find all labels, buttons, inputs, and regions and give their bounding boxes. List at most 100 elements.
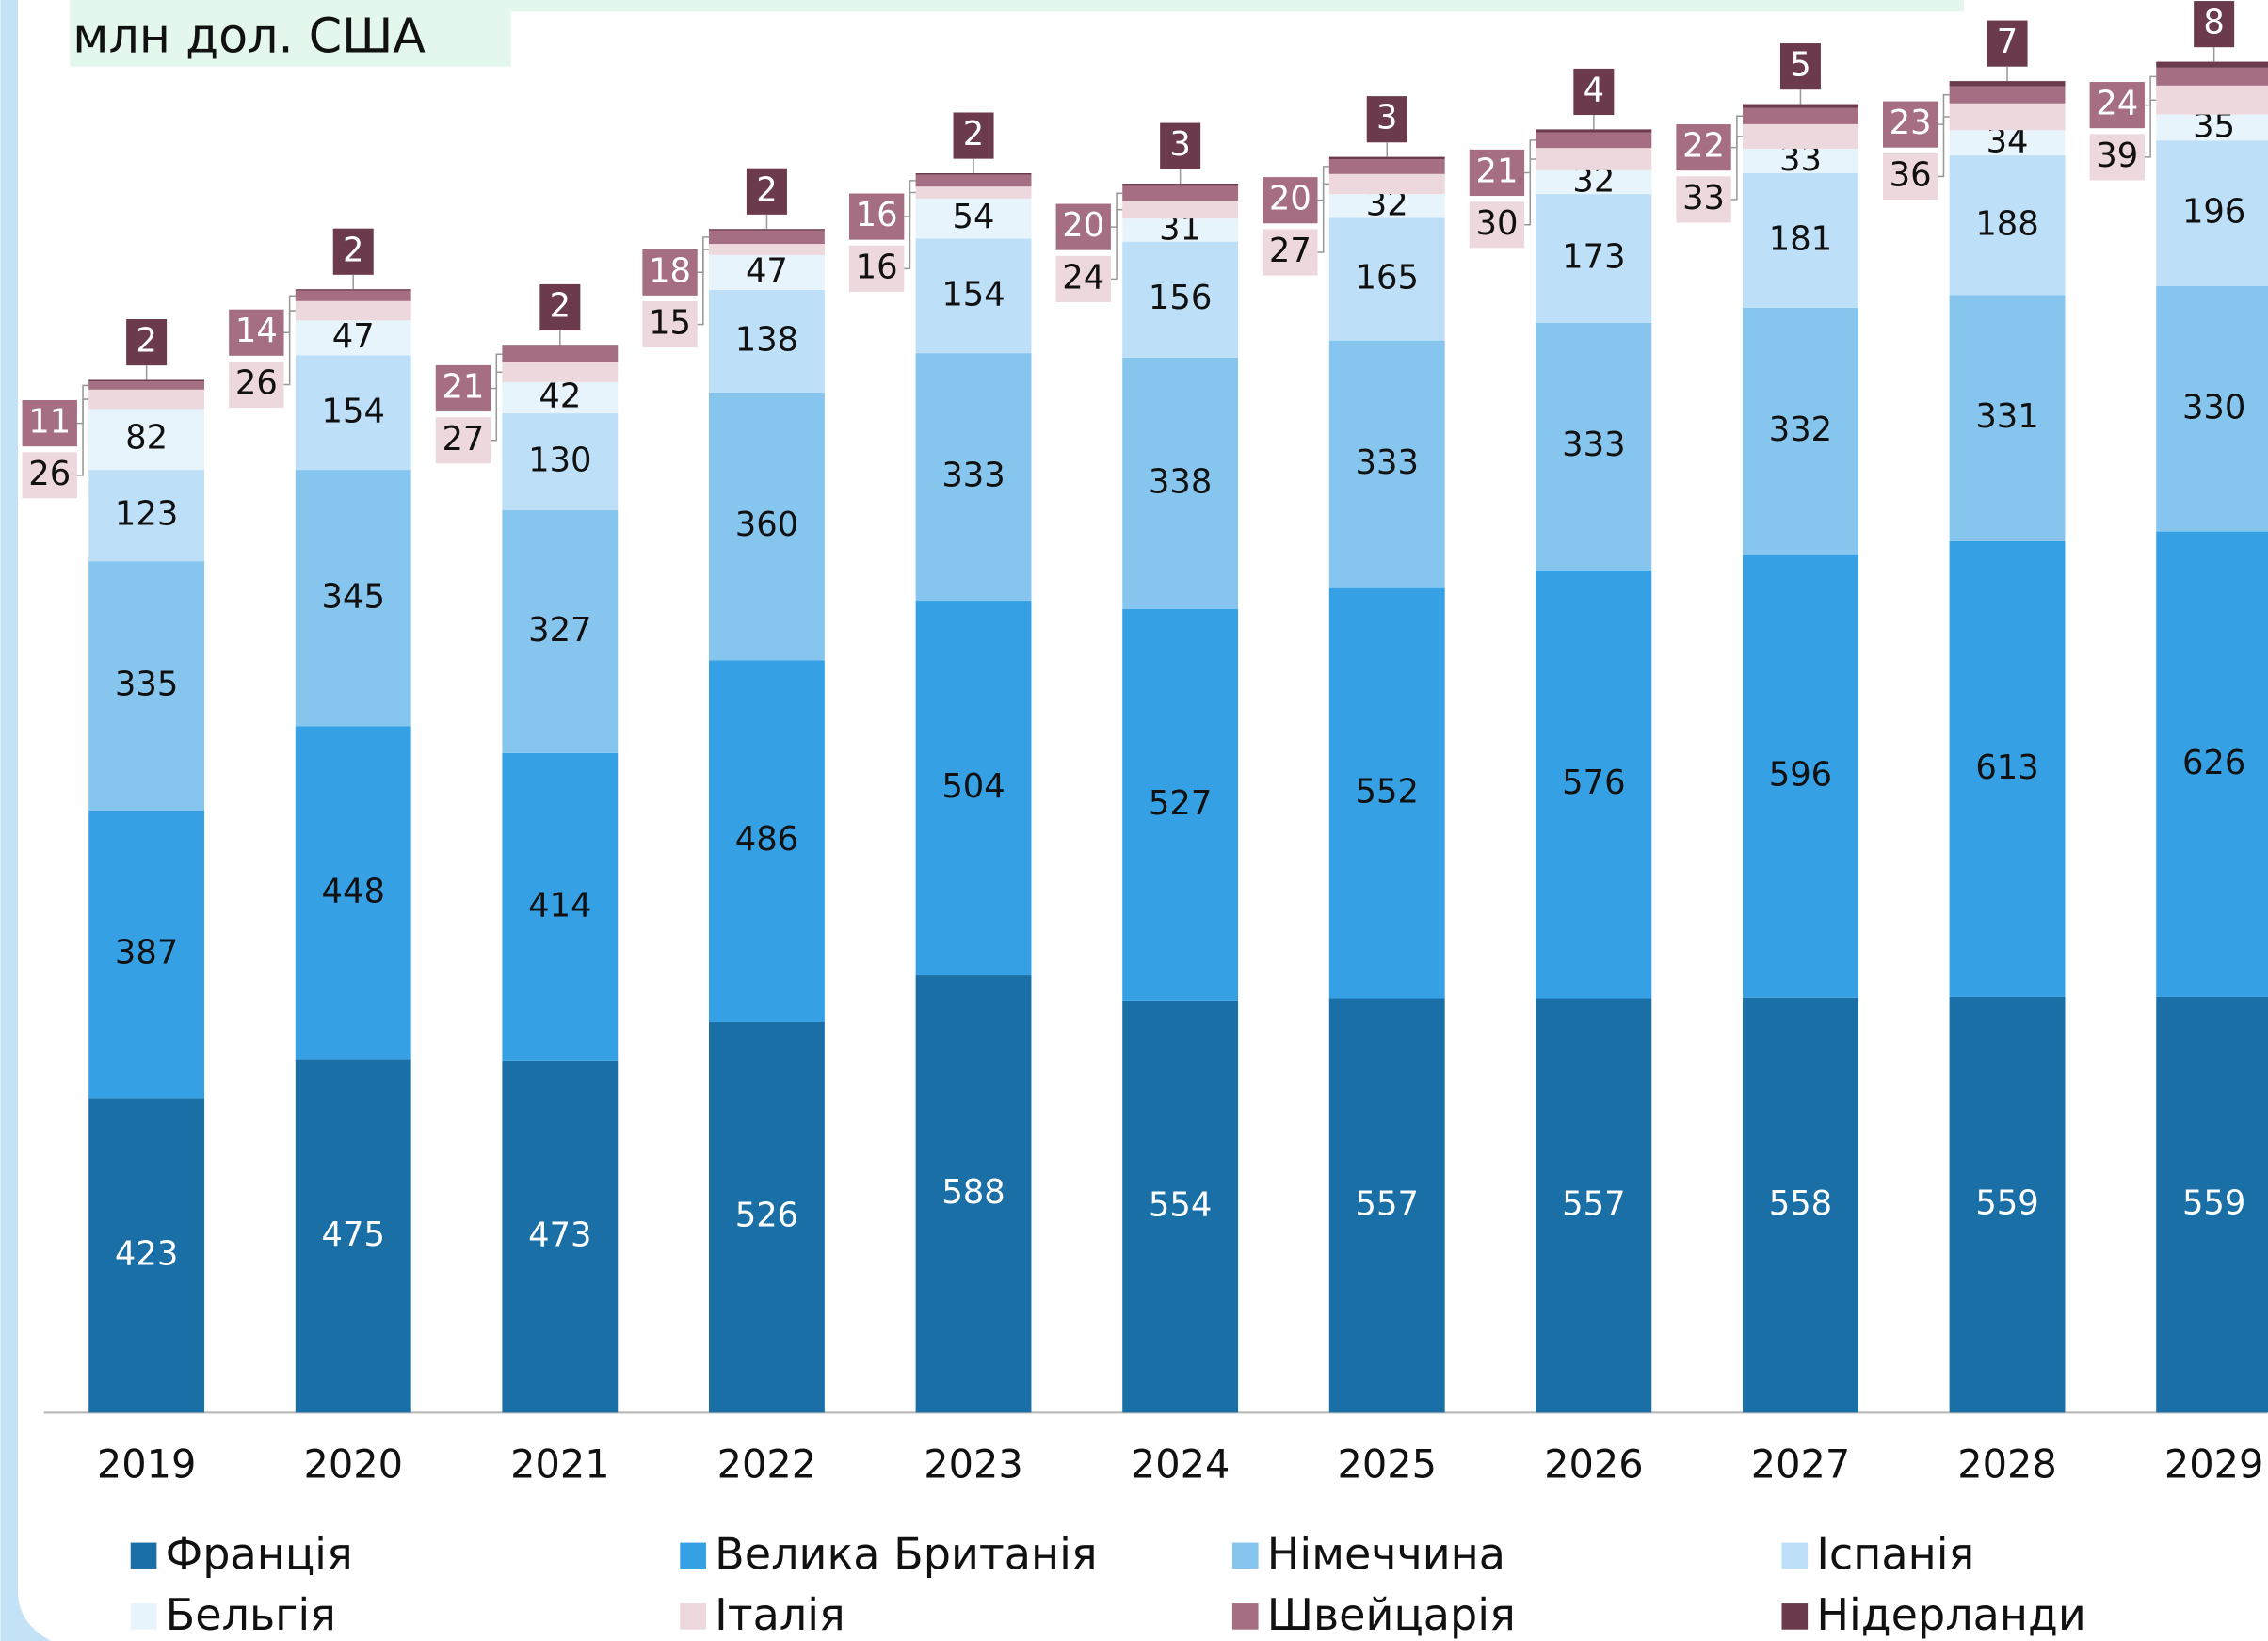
value-label: 82	[125, 419, 168, 458]
label-box	[229, 309, 284, 356]
value-label: 333	[1562, 426, 1625, 464]
value-label: 557	[1356, 1184, 1419, 1223]
label-box	[22, 400, 77, 447]
bar-segment	[709, 289, 825, 393]
bar-segment	[1743, 104, 1858, 108]
label-box	[1469, 149, 1525, 197]
value-label: 486	[735, 820, 798, 859]
value-label: 333	[941, 457, 1005, 495]
value-label: 526	[735, 1197, 798, 1235]
bar-segment	[88, 379, 205, 382]
label-box	[1055, 203, 1111, 250]
bar-segment	[1536, 148, 1652, 170]
bar-segment	[2156, 286, 2268, 532]
label-box	[953, 112, 994, 159]
bar-segment	[295, 300, 411, 321]
connector	[1524, 139, 1536, 174]
connector	[1317, 183, 1329, 253]
value-label: 2	[756, 170, 777, 209]
legend-swatch	[1231, 1603, 1259, 1630]
bar-segment	[88, 409, 205, 471]
bar-segment	[295, 290, 411, 301]
bar-segment	[1122, 608, 1239, 1001]
value-label: 21	[1475, 152, 1518, 190]
value-label: 15	[649, 304, 691, 343]
bar-segment	[1536, 129, 1652, 133]
connector	[904, 191, 916, 270]
legend-label: Франція	[166, 1528, 353, 1579]
value-label: 18	[649, 251, 691, 290]
value-label: 2	[963, 115, 984, 153]
bar-segment	[709, 230, 825, 245]
label-box	[1676, 176, 1731, 223]
bar-segment	[1328, 217, 1445, 341]
value-label: 42	[539, 377, 581, 415]
bar-segment	[2156, 67, 2268, 86]
value-label: 47	[332, 317, 375, 356]
title-highlight	[70, 0, 1964, 12]
value-label: 576	[1562, 764, 1625, 802]
bar-segment	[1536, 322, 1652, 571]
bar-segment	[709, 244, 825, 255]
value-label: 181	[1769, 219, 1832, 258]
value-label: 414	[528, 886, 591, 925]
connector	[1938, 93, 1950, 125]
label-box	[435, 417, 491, 464]
bar-segment	[915, 601, 1032, 976]
bar-segment	[2156, 996, 2268, 1413]
value-label: 559	[1975, 1184, 2038, 1223]
value-label: 559	[2182, 1184, 2245, 1223]
x-tick-label: 2025	[1337, 1442, 1437, 1488]
bar-segment	[1949, 540, 2066, 997]
bar-segment	[1743, 172, 1858, 308]
bar-segment	[1536, 194, 1652, 323]
bar-segment	[1122, 241, 1239, 358]
x-tick-label: 2022	[717, 1442, 817, 1488]
bar-segment	[1122, 185, 1239, 201]
bar-segment	[1743, 107, 1858, 124]
label-box	[1263, 229, 1318, 276]
value-label: 196	[2182, 193, 2245, 232]
value-label: 335	[115, 665, 178, 703]
value-label: 154	[322, 392, 385, 430]
bar-segment	[1743, 123, 1858, 149]
label-box	[642, 301, 698, 348]
x-tick-label: 2021	[510, 1442, 609, 1488]
bar-segment	[1328, 158, 1445, 174]
label-box	[848, 193, 905, 240]
value-label: 26	[235, 364, 278, 403]
bar-segment	[1743, 307, 1858, 555]
bar-segment	[1949, 103, 2066, 131]
value-label: 2	[136, 322, 156, 361]
value-label: 387	[115, 934, 178, 973]
value-label: 345	[322, 577, 385, 616]
bar-segment	[502, 752, 619, 1061]
value-label: 165	[1356, 259, 1419, 298]
bar-segment	[709, 254, 825, 290]
connector	[1938, 116, 1950, 178]
bar-segment	[2156, 531, 2268, 997]
value-label: 557	[1562, 1184, 1625, 1223]
legend-label: Німеччина	[1267, 1528, 1505, 1579]
chart-title: млн дол. США	[72, 8, 426, 63]
connector	[491, 353, 503, 390]
bar-segment	[1743, 555, 1858, 998]
bar-segment	[1122, 184, 1239, 186]
value-label: 22	[1682, 127, 1725, 166]
bar-segment	[295, 355, 411, 471]
legend-label: Нідерланди	[1816, 1589, 2085, 1640]
label-box	[848, 245, 905, 292]
bar-segment	[295, 320, 411, 356]
label-box	[1055, 255, 1111, 302]
bar-segment	[88, 470, 205, 562]
value-label: 473	[528, 1216, 591, 1255]
bar-segment	[502, 345, 619, 346]
label-box	[2089, 82, 2145, 129]
value-label: 2	[343, 231, 363, 269]
bar-segment	[915, 186, 1032, 199]
value-label: 156	[1149, 279, 1212, 317]
bar-segment	[88, 381, 205, 390]
value-label: 8	[2203, 4, 2224, 42]
value-label: 333	[1356, 443, 1419, 482]
